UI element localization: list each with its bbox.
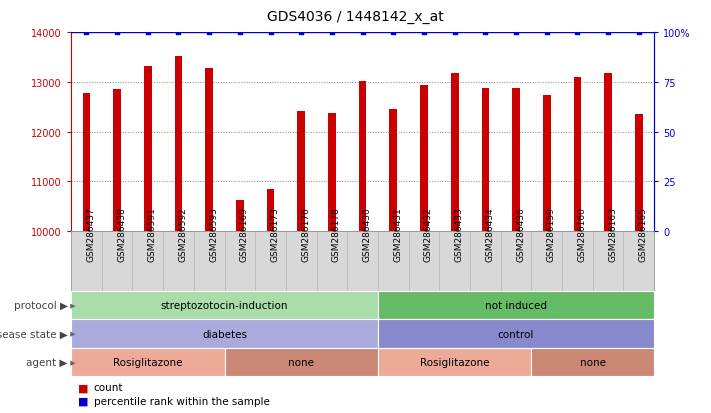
Text: ▶: ▶ bbox=[68, 331, 75, 337]
Point bbox=[572, 30, 583, 36]
Text: GSM286432: GSM286432 bbox=[424, 207, 433, 262]
Text: disease state ▶: disease state ▶ bbox=[0, 329, 68, 339]
Text: none: none bbox=[288, 357, 314, 367]
Point bbox=[480, 30, 491, 36]
Point bbox=[296, 30, 307, 36]
Point bbox=[387, 30, 399, 36]
Text: GSM286436: GSM286436 bbox=[516, 207, 525, 262]
Bar bbox=[420, 86, 428, 413]
Text: percentile rank within the sample: percentile rank within the sample bbox=[94, 396, 269, 406]
Bar bbox=[635, 115, 643, 413]
Text: Rosiglitazone: Rosiglitazone bbox=[420, 357, 489, 367]
Bar bbox=[359, 82, 366, 413]
Point bbox=[418, 30, 429, 36]
Bar bbox=[82, 94, 90, 413]
Text: ■: ■ bbox=[78, 382, 92, 392]
Text: GSM286160: GSM286160 bbox=[577, 207, 587, 262]
Text: GSM286430: GSM286430 bbox=[363, 207, 372, 262]
Text: ▶: ▶ bbox=[68, 303, 75, 309]
Text: GSM286163: GSM286163 bbox=[608, 207, 617, 262]
Text: GSM286176: GSM286176 bbox=[301, 207, 310, 262]
Bar bbox=[481, 89, 489, 413]
Text: GDS4036 / 1448142_x_at: GDS4036 / 1448142_x_at bbox=[267, 10, 444, 24]
Text: Rosiglitazone: Rosiglitazone bbox=[113, 357, 183, 367]
Point bbox=[265, 30, 277, 36]
Text: GSM286431: GSM286431 bbox=[393, 207, 402, 262]
Point bbox=[357, 30, 368, 36]
Bar bbox=[512, 89, 520, 413]
Text: control: control bbox=[498, 329, 534, 339]
Point bbox=[173, 30, 184, 36]
Text: GSM286165: GSM286165 bbox=[638, 207, 648, 262]
Text: GSM286159: GSM286159 bbox=[547, 207, 556, 262]
Bar bbox=[451, 74, 459, 413]
Text: GSM286438: GSM286438 bbox=[117, 207, 126, 262]
Bar bbox=[574, 78, 581, 413]
Text: GSM286593: GSM286593 bbox=[209, 207, 218, 262]
Text: GSM286169: GSM286169 bbox=[240, 207, 249, 262]
Text: GSM286591: GSM286591 bbox=[148, 207, 157, 262]
Text: GSM286173: GSM286173 bbox=[271, 207, 279, 262]
Bar bbox=[328, 114, 336, 413]
Bar bbox=[113, 90, 121, 413]
Point bbox=[633, 30, 644, 36]
Text: streptozotocin-induction: streptozotocin-induction bbox=[161, 301, 288, 311]
Point bbox=[234, 30, 245, 36]
Text: diabetes: diabetes bbox=[202, 329, 247, 339]
Text: not induced: not induced bbox=[485, 301, 547, 311]
Text: ▶: ▶ bbox=[68, 359, 75, 365]
Text: none: none bbox=[579, 357, 606, 367]
Text: agent ▶: agent ▶ bbox=[26, 357, 68, 367]
Text: GSM286592: GSM286592 bbox=[178, 207, 188, 262]
Bar bbox=[604, 74, 612, 413]
Text: GSM286178: GSM286178 bbox=[332, 207, 341, 262]
Point bbox=[510, 30, 522, 36]
Bar bbox=[175, 57, 182, 413]
Bar bbox=[297, 112, 305, 413]
Bar bbox=[144, 67, 151, 413]
Bar bbox=[390, 110, 397, 413]
Point bbox=[602, 30, 614, 36]
Point bbox=[142, 30, 154, 36]
Bar bbox=[236, 201, 244, 413]
Point bbox=[112, 30, 123, 36]
Bar bbox=[267, 190, 274, 413]
Bar bbox=[543, 96, 550, 413]
Point bbox=[326, 30, 338, 36]
Point bbox=[541, 30, 552, 36]
Text: protocol ▶: protocol ▶ bbox=[14, 301, 68, 311]
Text: GSM286434: GSM286434 bbox=[486, 207, 494, 262]
Text: count: count bbox=[94, 382, 123, 392]
Point bbox=[449, 30, 460, 36]
Text: GSM286433: GSM286433 bbox=[454, 207, 464, 262]
Text: GSM286437: GSM286437 bbox=[87, 207, 95, 262]
Point bbox=[81, 30, 92, 36]
Point bbox=[203, 30, 215, 36]
Text: ■: ■ bbox=[78, 396, 92, 406]
Bar bbox=[205, 69, 213, 413]
